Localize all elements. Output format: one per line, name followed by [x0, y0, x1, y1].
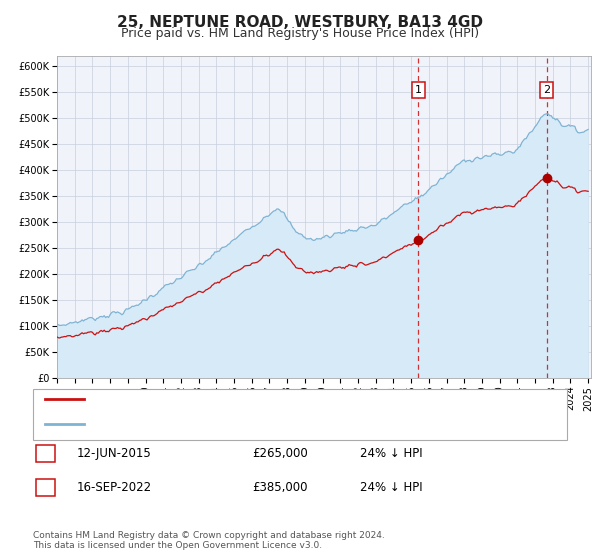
- Text: £265,000: £265,000: [252, 447, 308, 460]
- Text: 24% ↓ HPI: 24% ↓ HPI: [360, 480, 422, 494]
- Text: 1: 1: [42, 447, 49, 460]
- Text: 16-SEP-2022: 16-SEP-2022: [76, 480, 151, 494]
- Text: 25, NEPTUNE ROAD, WESTBURY, BA13 4GD: 25, NEPTUNE ROAD, WESTBURY, BA13 4GD: [117, 15, 483, 30]
- Text: 2: 2: [543, 85, 550, 95]
- Text: Contains HM Land Registry data © Crown copyright and database right 2024.
This d: Contains HM Land Registry data © Crown c…: [33, 531, 385, 550]
- Text: Price paid vs. HM Land Registry's House Price Index (HPI): Price paid vs. HM Land Registry's House …: [121, 27, 479, 40]
- Text: 1: 1: [415, 85, 422, 95]
- Text: 12-JUN-2015: 12-JUN-2015: [76, 447, 151, 460]
- Text: 25, NEPTUNE ROAD, WESTBURY, BA13 4GD (detached house): 25, NEPTUNE ROAD, WESTBURY, BA13 4GD (de…: [93, 394, 437, 404]
- Text: 2: 2: [42, 480, 49, 494]
- Text: 24% ↓ HPI: 24% ↓ HPI: [360, 447, 422, 460]
- Text: £385,000: £385,000: [252, 480, 308, 494]
- Text: HPI: Average price, detached house, Wiltshire: HPI: Average price, detached house, Wilt…: [93, 419, 348, 430]
